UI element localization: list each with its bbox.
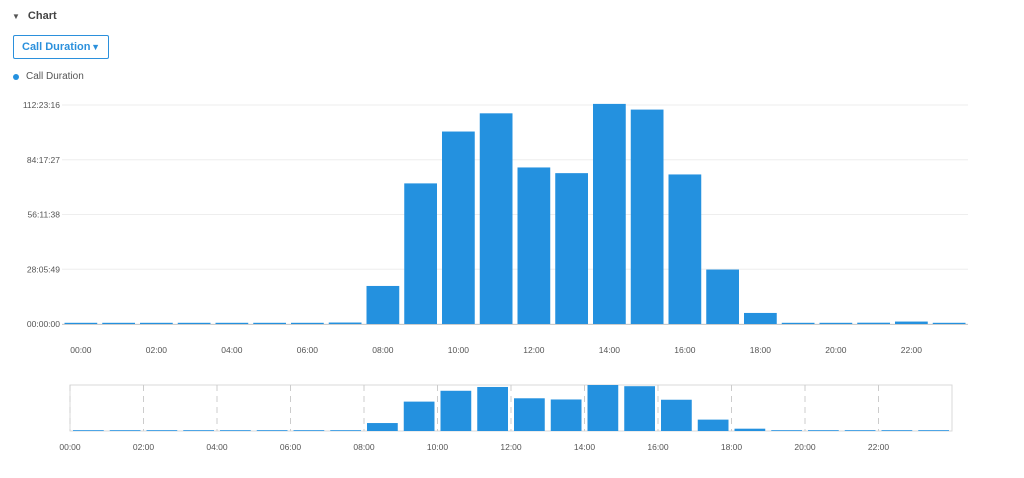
navigator-x-tick-label: 14:00: [574, 442, 596, 452]
y-tick-label: 56:11:38: [28, 210, 61, 220]
bar[interactable]: [668, 174, 702, 324]
bar[interactable]: [215, 322, 249, 324]
navigator-bar: [514, 398, 545, 431]
navigator-bar: [146, 430, 178, 431]
legend-label: Call Duration: [26, 71, 84, 82]
navigator-bar: [771, 430, 802, 431]
collapse-triangle-icon[interactable]: ▼: [12, 11, 20, 21]
x-tick-label: 18:00: [750, 345, 772, 355]
bar[interactable]: [64, 322, 98, 324]
navigator-bar: [881, 430, 913, 431]
section-title: Chart: [27, 10, 57, 22]
x-tick-label: 04:00: [221, 345, 243, 355]
bar[interactable]: [140, 322, 173, 324]
x-tick-label: 16:00: [674, 345, 696, 355]
chart-section-header[interactable]: ▼ Chart: [12, 10, 57, 22]
navigator-bar: [330, 430, 361, 431]
navigator-x-tick-label: 04:00: [206, 442, 228, 452]
navigator-bar: [918, 430, 949, 431]
bar[interactable]: [102, 322, 135, 324]
navigator-bar: [624, 386, 655, 431]
bar[interactable]: [895, 321, 928, 324]
y-tick-label: 112:23:16: [23, 100, 60, 110]
navigator-bar: [109, 430, 141, 431]
chevron-down-icon: ▼: [91, 42, 100, 52]
chart-legend[interactable]: Call Duration: [13, 71, 84, 82]
navigator-bar: [587, 385, 619, 431]
bar[interactable]: [253, 322, 286, 324]
x-tick-label: 10:00: [448, 345, 470, 355]
navigator-bar: [808, 430, 839, 431]
navigator-bar: [256, 430, 288, 431]
bar[interactable]: [555, 173, 588, 324]
navigator-bar: [183, 430, 214, 431]
legend-marker: [13, 73, 19, 80]
navigator-bar: [734, 428, 766, 431]
bar[interactable]: [781, 322, 815, 324]
x-tick-label: 20:00: [825, 345, 847, 355]
navigator-bar: [697, 419, 729, 431]
y-tick-label: 00:00:00: [27, 319, 60, 329]
bar[interactable]: [177, 322, 211, 324]
bar[interactable]: [366, 285, 400, 324]
bar[interactable]: [517, 167, 551, 324]
bar[interactable]: [819, 322, 853, 324]
x-tick-label: 00:00: [70, 345, 92, 355]
navigator-x-tick-label: 02:00: [133, 442, 155, 452]
navigator-x-tick-label: 22:00: [868, 442, 890, 452]
bar[interactable]: [291, 322, 324, 324]
navigator-bar: [293, 430, 325, 431]
x-tick-label: 02:00: [146, 345, 168, 355]
navigator-x-tick-label: 18:00: [721, 442, 743, 452]
navigator-bar: [440, 390, 472, 431]
y-tick-label: 84:17:27: [27, 155, 60, 165]
x-tick-label: 06:00: [297, 345, 319, 355]
metric-dropdown-label: Call Duration: [22, 41, 91, 53]
bar[interactable]: [857, 322, 890, 324]
bar[interactable]: [706, 269, 739, 324]
navigator-bar: [367, 423, 398, 431]
navigator-x-tick-label: 10:00: [427, 442, 449, 452]
bar[interactable]: [630, 109, 664, 325]
navigator-bar: [73, 430, 104, 431]
navigator-x-tick-label: 08:00: [353, 442, 375, 452]
navigator-bar: [661, 399, 692, 431]
navigator-x-tick-label: 00:00: [59, 442, 81, 452]
navigator-bar: [844, 430, 876, 431]
navigator-bar: [477, 386, 508, 431]
bar[interactable]: [744, 312, 777, 324]
bar[interactable]: [404, 183, 437, 324]
bar[interactable]: [442, 131, 475, 324]
bar[interactable]: [328, 322, 362, 324]
navigator-x-tick-label: 12:00: [500, 442, 522, 452]
metric-dropdown[interactable]: Call Duration ▼: [13, 35, 109, 59]
navigator-x-tick-label: 16:00: [647, 442, 669, 452]
bar[interactable]: [593, 103, 626, 325]
y-tick-label: 28:05:49: [27, 264, 60, 274]
navigator-x-tick-label: 20:00: [794, 442, 816, 452]
navigator-bar: [550, 399, 582, 431]
navigator-bar: [220, 430, 251, 431]
navigator-bar: [403, 401, 435, 431]
navigator-x-tick-label: 06:00: [280, 442, 302, 452]
bar[interactable]: [479, 113, 513, 324]
x-tick-label: 14:00: [599, 345, 621, 355]
x-tick-label: 12:00: [523, 345, 545, 355]
x-tick-label: 08:00: [372, 345, 394, 355]
x-tick-label: 22:00: [901, 345, 923, 355]
bar[interactable]: [932, 322, 966, 324]
